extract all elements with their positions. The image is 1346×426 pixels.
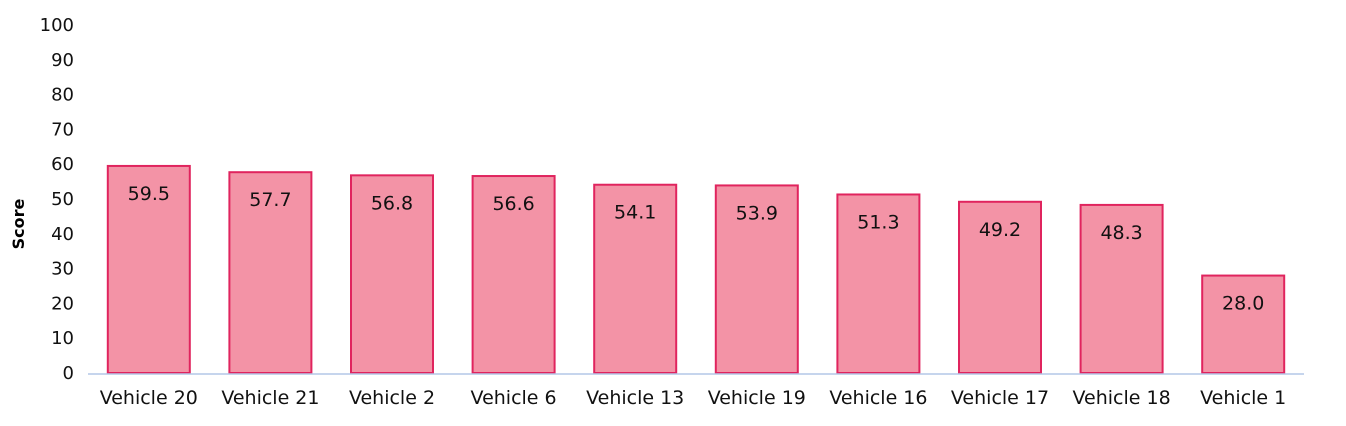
data-label: 57.7 xyxy=(249,189,291,211)
y-axis-ticks: 0 10 20 30 40 50 60 70 80 90 100 xyxy=(40,15,74,384)
y-tick-label: 50 xyxy=(51,189,74,210)
bars: 59.5 57.7 56.8 56.6 54.1 53.9 51.3 49.2 48.3 28.0 xyxy=(106,164,1286,374)
y-axis-title-group: Score xyxy=(9,198,28,249)
data-label: 54.1 xyxy=(614,202,656,224)
x-tick-label: Vehicle 16 xyxy=(829,387,927,409)
y-tick-label: 20 xyxy=(51,293,74,314)
bar xyxy=(958,200,1042,374)
y-tick-label: 90 xyxy=(51,50,74,71)
x-tick-label: Vehicle 19 xyxy=(708,387,806,409)
bar xyxy=(106,164,191,374)
y-tick-label: 30 xyxy=(51,259,74,280)
data-label: 51.3 xyxy=(857,211,899,233)
bar xyxy=(471,175,556,374)
x-tick-label: Vehicle 18 xyxy=(1073,387,1171,409)
data-label: 59.5 xyxy=(128,183,170,205)
bar xyxy=(593,183,678,374)
bar xyxy=(1079,203,1164,374)
y-axis-title: Score xyxy=(9,198,28,249)
data-label: 56.6 xyxy=(492,193,534,215)
y-tick-label: 0 xyxy=(63,363,74,384)
x-tick-label: Vehicle 20 xyxy=(100,387,198,409)
y-tick-label: 70 xyxy=(51,119,74,140)
data-label: 28.0 xyxy=(1222,293,1264,315)
x-tick-label: Vehicle 13 xyxy=(586,387,684,409)
x-tick-label: Vehicle 21 xyxy=(221,387,319,409)
bar xyxy=(350,174,434,374)
bar xyxy=(836,193,921,374)
y-tick-label: 60 xyxy=(51,154,74,175)
data-label: 56.8 xyxy=(371,192,413,214)
data-label: 53.9 xyxy=(736,202,778,224)
data-label: 48.3 xyxy=(1100,222,1142,244)
y-tick-label: 10 xyxy=(51,328,74,349)
x-tick-label: Vehicle 1 xyxy=(1200,387,1286,409)
x-tick-label: Vehicle 17 xyxy=(951,387,1049,409)
bar xyxy=(1201,274,1286,374)
y-tick-label: 40 xyxy=(51,224,74,245)
x-tick-label: Vehicle 6 xyxy=(471,387,557,409)
data-label: 49.2 xyxy=(979,219,1021,241)
bar xyxy=(228,171,313,374)
y-tick-label: 80 xyxy=(51,85,74,106)
y-tick-label: 100 xyxy=(40,15,74,36)
x-tick-label: Vehicle 2 xyxy=(349,387,435,409)
x-axis-labels: Vehicle 20 Vehicle 21 Vehicle 2 Vehicle 6 Ve… xyxy=(100,387,1287,409)
bar xyxy=(714,184,799,374)
